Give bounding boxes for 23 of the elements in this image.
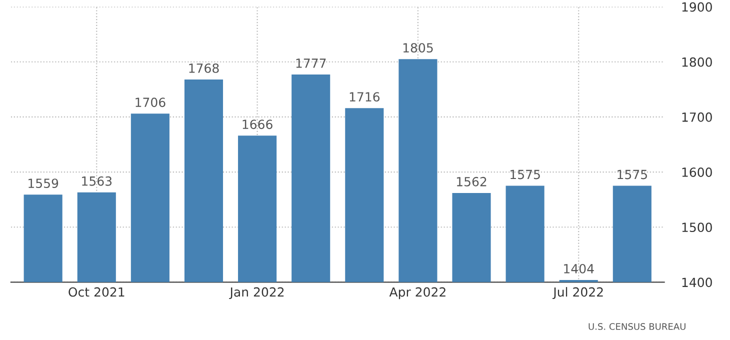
data-label: 1563 bbox=[82, 176, 112, 186]
text: U.S. CENSUS BUREAU bbox=[588, 323, 686, 330]
y-tick-label: 1500 bbox=[682, 222, 712, 232]
data-label: 1575 bbox=[618, 170, 647, 180]
data-label: 1768 bbox=[189, 63, 219, 73]
x-tick-label: Apr 2022 bbox=[389, 287, 446, 300]
x-tick-label: Oct 2021 bbox=[68, 287, 124, 297]
x-tick-label: Jan 2022 bbox=[229, 287, 284, 300]
data-label: 1777 bbox=[296, 58, 326, 68]
data-label: 1575 bbox=[510, 170, 540, 180]
y-tick-label: 1400 bbox=[682, 278, 712, 288]
y-tick-label: 1900 bbox=[682, 2, 712, 12]
data-label: 1559 bbox=[28, 178, 58, 188]
x-tick-label: Jul 2022 bbox=[552, 287, 603, 300]
y-tick-label: 1700 bbox=[682, 112, 712, 122]
data-label: 1805 bbox=[403, 43, 433, 53]
y-tick-label: 1600 bbox=[682, 168, 712, 177]
data-label: 1562 bbox=[456, 176, 486, 186]
data-label: 1716 bbox=[350, 92, 380, 102]
data-label: 1706 bbox=[136, 98, 166, 108]
data-label: 1404 bbox=[564, 264, 594, 274]
data-label: 1666 bbox=[242, 120, 272, 130]
y-tick-label: 1800 bbox=[682, 57, 712, 67]
